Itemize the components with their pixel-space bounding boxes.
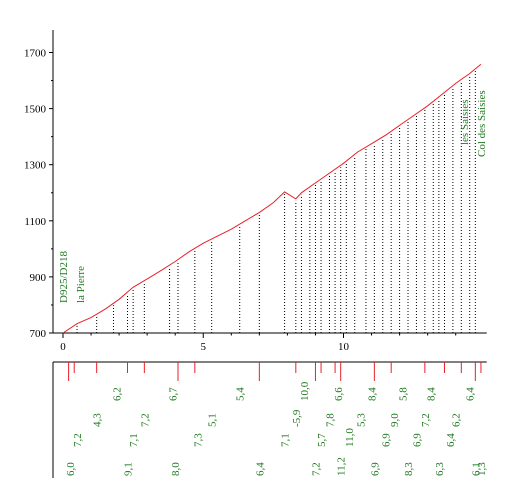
gradient-label: 6,4 [465, 387, 477, 401]
gradient-label: 7,8 [324, 413, 336, 427]
gradient-label: 6,3 [434, 462, 446, 476]
gradient-label: 5,4 [235, 387, 247, 401]
gradient-label: 6,9 [411, 433, 423, 447]
gradient-label: 6,2 [111, 387, 123, 401]
y-tick-label: 1500 [24, 104, 47, 116]
gradient-label: 10,0 [299, 381, 311, 401]
elevation-series-line [62, 63, 482, 334]
gradient-label: 7,2 [72, 433, 84, 447]
gradient-label: 1,3 [476, 462, 488, 476]
gradient-label: 11,0 [344, 428, 356, 447]
x-tick-label: 0 [60, 341, 66, 353]
labels-layer: D925/D218 la Pierre les Saisies Col des Sai… [58, 90, 488, 476]
gradient-label: 7,2 [139, 413, 151, 427]
gradient-label: 5,1 [207, 413, 219, 427]
gradient-label: 8,4 [367, 387, 379, 401]
gradient-label: 11,2 [336, 457, 348, 476]
gradient-label: 4,3 [92, 413, 104, 427]
gradient-label: 9,1 [123, 462, 135, 476]
profile-line-layer [62, 63, 482, 334]
gradient-label: 7,3 [193, 433, 205, 447]
y-tick-label: 1100 [24, 216, 46, 228]
y-tick-label: 700 [30, 328, 47, 340]
y-tick-label: 900 [30, 272, 47, 284]
gradient-label: 6,1 [470, 462, 482, 476]
gradient-label: 5,8 [397, 387, 409, 401]
place-label: D925/D218 [58, 251, 70, 303]
gradient-label: 7,2 [310, 462, 322, 476]
place-label: Col des Saisies [476, 90, 488, 157]
y-tick-label: 1300 [24, 160, 47, 172]
gradient-label: 6,6 [333, 387, 345, 401]
gradient-label: 7,2 [420, 413, 432, 427]
gradient-label: -5,9 [291, 409, 303, 427]
gradient-label: 8,4 [425, 387, 437, 401]
gradient-label: 7,1 [280, 433, 292, 447]
axes: 700 900 1100 1300 1500 1700 0 5 10 [24, 30, 487, 478]
gradient-label: 5,7 [316, 433, 328, 447]
gradient-label: 9,0 [389, 413, 401, 427]
x-tick-label: 5 [201, 341, 207, 353]
gradient-label: 7,1 [128, 433, 140, 447]
gradient-label: 8,0 [170, 462, 182, 476]
place-label: la Pierre [75, 266, 87, 303]
gradient-label: 5,3 [355, 413, 367, 427]
place-label: les Saisies [459, 99, 471, 145]
gradient-label: 6,9 [369, 462, 381, 476]
gradient-label: 6,0 [65, 462, 77, 476]
gradient-label: 6,4 [445, 433, 457, 447]
gradient-label: 6,4 [254, 462, 266, 476]
dotted-marker-layer [76, 70, 476, 333]
x-tick-label: 10 [338, 341, 350, 353]
y-tick-label: 1700 [24, 48, 47, 60]
gradient-label: 6,9 [381, 433, 393, 447]
gradient-label: 8,3 [403, 462, 415, 476]
gradient-label: 6,7 [167, 387, 179, 401]
gradient-label: 6,2 [451, 413, 463, 427]
